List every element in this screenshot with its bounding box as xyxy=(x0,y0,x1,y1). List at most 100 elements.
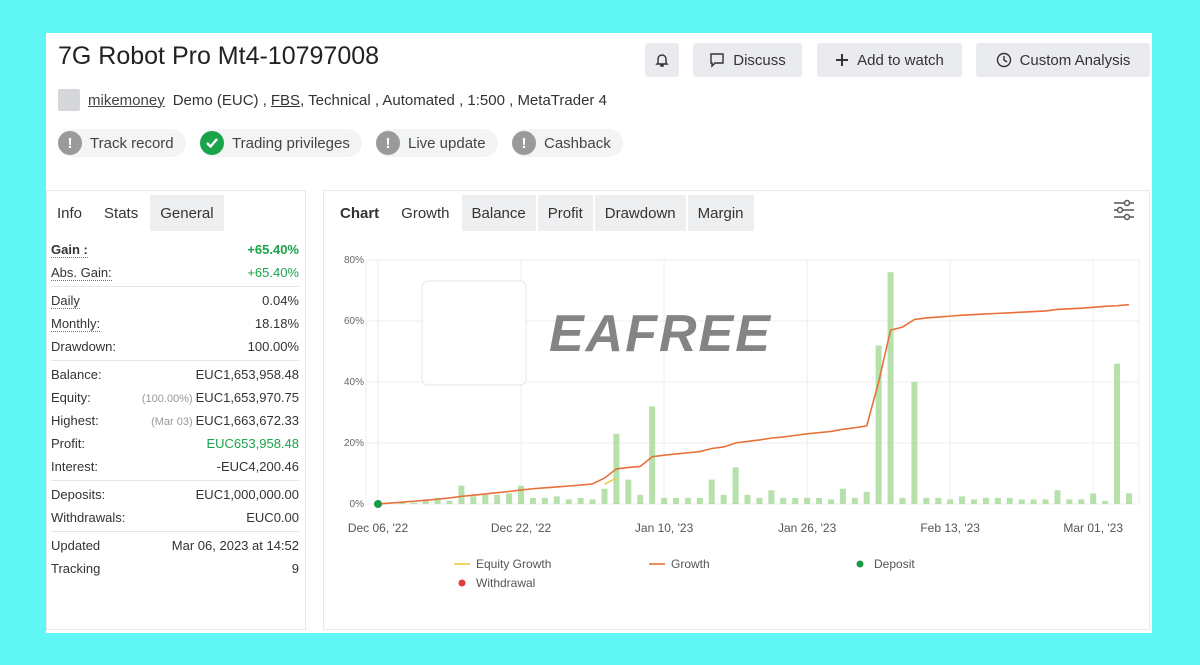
stat-label: Gain : xyxy=(51,241,88,258)
bar xyxy=(625,479,632,504)
watermark: EAFREE xyxy=(549,305,772,363)
stat-value-group: EUC653,958.48 xyxy=(206,436,299,451)
analysis-button[interactable]: Custom Analysis xyxy=(976,43,1150,77)
discuss-button[interactable]: Discuss xyxy=(693,43,802,77)
watermark-logo xyxy=(421,280,527,386)
bar xyxy=(410,502,417,504)
bar xyxy=(518,485,525,504)
tab[interactable]: Margin xyxy=(687,195,756,231)
stat-value-group: Mar 06, 2023 at 14:52 xyxy=(172,538,299,553)
settings-icon[interactable] xyxy=(1112,199,1136,221)
stat-value-group: -EUC4,200.46 xyxy=(217,459,299,474)
series-point xyxy=(374,500,382,508)
legend-symbol xyxy=(458,579,466,587)
stats-group: Gain : +65.40% Abs. Gain: +65.40% xyxy=(51,236,299,287)
bar xyxy=(1018,499,1025,504)
stat-value-group: (100.00%) EUC1,653,970.75 xyxy=(142,390,299,405)
bar xyxy=(720,494,727,504)
tab[interactable]: Profit xyxy=(537,195,595,231)
badge-icon xyxy=(200,131,224,155)
bar xyxy=(982,497,989,504)
stats-tabs: Info Stats General xyxy=(47,195,226,231)
stat-value-group: EUC0.00 xyxy=(246,510,299,525)
user-link[interactable]: mikemoney xyxy=(88,91,165,109)
y-tick-label: 80% xyxy=(344,255,364,266)
stat-value-group: 9 xyxy=(292,561,299,576)
bar xyxy=(529,497,536,504)
stat-value: EUC1,653,958.48 xyxy=(195,367,299,382)
bar xyxy=(458,485,465,504)
stat-value-group: 0.04% xyxy=(262,293,299,308)
tab[interactable]: Drawdown xyxy=(594,195,688,231)
stat-row: Withdrawals: EUC0.00 xyxy=(51,506,299,529)
tab[interactable]: Stats xyxy=(94,195,151,231)
badge-label: Track record xyxy=(90,134,174,152)
plus-icon xyxy=(836,54,849,66)
stat-row: Equity: (100.00%) EUC1,653,970.75 xyxy=(51,386,299,409)
tab[interactable]: General xyxy=(150,195,226,231)
watch-button[interactable]: Add to watch xyxy=(817,43,962,77)
bar xyxy=(1078,499,1085,504)
bar xyxy=(1042,499,1049,504)
legend-label: Deposit xyxy=(874,557,915,571)
chat-icon xyxy=(710,53,724,68)
bar xyxy=(684,497,691,504)
tab[interactable]: Info xyxy=(47,195,95,231)
broker-link[interactable]: FBS xyxy=(270,91,301,109)
bar xyxy=(661,497,668,504)
x-tick-label: Dec 06, '22 xyxy=(348,521,409,535)
bar xyxy=(506,493,513,504)
stat-row: Balance: EUC1,653,958.48 xyxy=(51,363,299,386)
bar xyxy=(565,499,572,504)
stat-value-group: 18.18% xyxy=(255,316,299,331)
detail: , Technical , Automated , 1:500 , MetaTr… xyxy=(300,91,607,109)
tab[interactable]: Chart xyxy=(324,195,392,231)
bar xyxy=(947,499,954,504)
bar xyxy=(875,345,882,504)
bar xyxy=(1114,363,1121,504)
stats-group: Daily 0.04% Monthly: 18.18% Drawdown: 100.00% xyxy=(51,287,299,361)
bar xyxy=(708,479,715,504)
stat-value: Mar 06, 2023 at 14:52 xyxy=(171,538,299,553)
bar xyxy=(1006,497,1013,504)
stat-value: EUC1,000,000.00 xyxy=(195,487,299,502)
bar xyxy=(1090,493,1097,504)
bar xyxy=(601,488,608,504)
bar xyxy=(446,500,453,504)
bar xyxy=(816,497,823,504)
badge-icon: ! xyxy=(376,131,400,155)
stat-row: Deposits: EUC1,000,000.00 xyxy=(51,483,299,506)
tab[interactable]: Balance xyxy=(461,195,538,231)
badge: ! Live update xyxy=(376,129,498,157)
stat-value: 0.04% xyxy=(262,293,299,308)
stat-value: 9 xyxy=(291,561,299,576)
stat-value: 100.00% xyxy=(247,339,299,354)
alert-button[interactable] xyxy=(645,43,679,77)
x-tick-label: Jan 26, '23 xyxy=(778,521,837,535)
stat-row: Interest: -EUC4,200.46 xyxy=(51,455,299,478)
stat-value-group: +65.40% xyxy=(247,242,299,257)
stat-note: (Mar 03) xyxy=(151,416,193,428)
chart-panel: Chart Growth Balance Profit Drawdown Margin 0… xyxy=(323,190,1150,630)
bar xyxy=(1125,493,1132,504)
account-info: mikemoney Demo (EUC) , FBS, Technical , A… xyxy=(58,89,607,111)
stat-value: EUC1,653,970.75 xyxy=(195,390,299,405)
bar xyxy=(911,382,918,504)
chart: 0% 20% 40% 60% 80% Dec 06, '22 Dec 22, '22 Jan … xyxy=(344,255,1140,590)
bar xyxy=(637,494,644,504)
bar xyxy=(398,502,405,504)
tab[interactable]: Growth xyxy=(391,195,462,231)
badge: ! Cashback xyxy=(512,129,623,157)
stat-value: -EUC4,200.46 xyxy=(216,459,299,474)
stat-label: Drawdown: xyxy=(51,339,117,354)
stat-label: Monthly: xyxy=(51,315,101,332)
stats-list: Gain : +65.40% Abs. Gain: +65.40% Daily 0.04%… xyxy=(51,236,299,582)
bar xyxy=(649,406,656,504)
stat-value: EUC1,663,672.33 xyxy=(195,413,299,428)
clock-icon xyxy=(996,52,1011,68)
stat-label: Daily xyxy=(51,292,80,309)
stat-row: Profit: EUC653,958.48 xyxy=(51,432,299,455)
stat-row: Updated Mar 06, 2023 at 14:52 xyxy=(51,534,299,557)
bar xyxy=(732,467,739,504)
